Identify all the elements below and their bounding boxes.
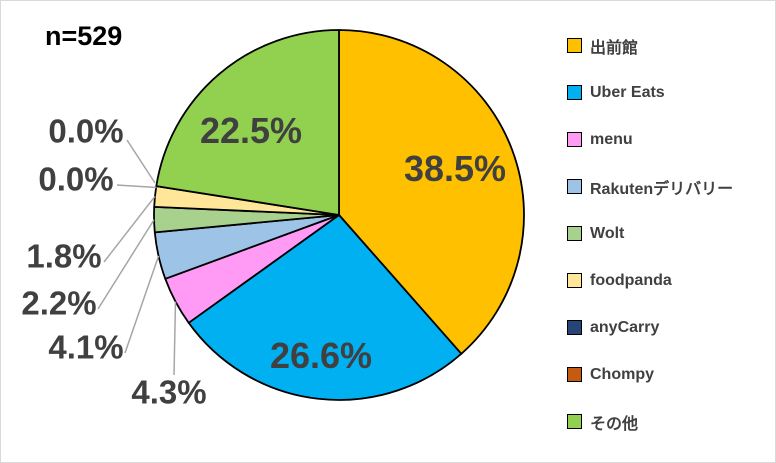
legend-swatch-icon bbox=[567, 85, 582, 100]
legend-swatch-icon bbox=[567, 414, 582, 429]
legend-swatch-icon bbox=[567, 132, 582, 147]
legend-item-label: Chompy bbox=[590, 365, 654, 383]
legend-item-3: Rakutenデリバリー bbox=[567, 163, 733, 210]
leader-line-4 bbox=[97, 219, 155, 310]
pie-slice-1 bbox=[187, 214, 463, 401]
legend-item-6: anyCarry bbox=[567, 304, 733, 351]
legend-swatch-icon bbox=[567, 273, 582, 288]
leader-line-5 bbox=[103, 195, 156, 263]
legend-item-label: menu bbox=[590, 130, 633, 148]
leader-line-2 bbox=[173, 301, 177, 376]
legend-item-7: Chompy bbox=[567, 351, 733, 398]
legend-item-4: Wolt bbox=[567, 210, 733, 257]
legend-swatch-icon bbox=[567, 226, 582, 241]
leader-line-3 bbox=[124, 255, 160, 354]
leader-line-7 bbox=[116, 184, 157, 189]
legend-swatch-icon bbox=[567, 320, 582, 335]
legend-item-8: その他 bbox=[567, 398, 733, 445]
legend-item-1: Uber Eats bbox=[567, 69, 733, 116]
legend-item-label: Rakutenデリバリー bbox=[590, 180, 734, 198]
legend-item-label: foodpanda bbox=[590, 271, 672, 289]
legend: 出前館 Uber Eats menu Rakutenデリバリー Wolt foodpand… bbox=[567, 22, 733, 445]
sample-size-label: n=529 bbox=[45, 21, 123, 51]
legend-item-label: Uber Eats bbox=[590, 83, 665, 101]
legend-swatch-icon bbox=[567, 179, 582, 194]
leader-line-6 bbox=[126, 139, 156, 184]
pie-slice-0 bbox=[338, 29, 525, 355]
legend-swatch-icon bbox=[567, 38, 582, 53]
legend-item-0: 出前館 bbox=[567, 22, 733, 69]
legend-item-label: Wolt bbox=[590, 224, 625, 242]
legend-item-label: その他 bbox=[590, 415, 639, 433]
legend-item-label: anyCarry bbox=[590, 318, 660, 336]
legend-item-2: menu bbox=[567, 116, 733, 163]
pie-slice-8 bbox=[155, 29, 340, 216]
legend-swatch-icon bbox=[567, 367, 582, 382]
legend-item-5: foodpanda bbox=[567, 257, 733, 304]
legend-item-label: 出前館 bbox=[590, 39, 639, 57]
